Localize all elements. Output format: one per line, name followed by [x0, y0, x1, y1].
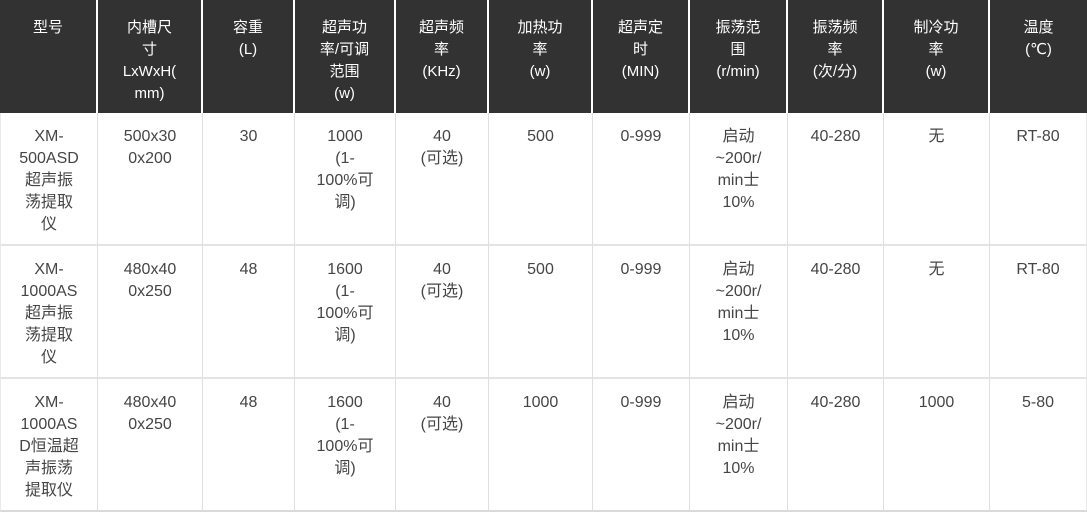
cell-model: XM- 1000AS 超声振 荡提取 仪 — [0, 246, 98, 379]
cell-ultrasonic-timer: 0-999 — [593, 113, 690, 246]
cell-heating-power: 500 — [489, 246, 593, 379]
cell-oscillation-range: 启动 ~200r/ min士 10% — [690, 379, 788, 512]
header-oscillation-range: 振荡范 围 (r/min) — [690, 0, 788, 113]
cell-temperature: RT-80 — [990, 113, 1087, 246]
cell-capacity: 30 — [203, 113, 295, 246]
cell-cooling-power: 无 — [884, 246, 990, 379]
cell-inner-tank-size: 480x40 0x250 — [98, 379, 203, 512]
cell-ultrasonic-timer: 0-999 — [593, 379, 690, 512]
table-body: XM- 500ASD 超声振 荡提取 仪 500x30 0x200 30 100… — [0, 113, 1087, 512]
cell-heating-power: 1000 — [489, 379, 593, 512]
cell-oscillation-range: 启动 ~200r/ min士 10% — [690, 246, 788, 379]
cell-model: XM- 1000AS D恒温超 声振荡 提取仪 — [0, 379, 98, 512]
header-ultrasonic-power: 超声功 率/可调 范围 (w) — [295, 0, 396, 113]
cell-oscillation-frequency: 40-280 — [788, 379, 884, 512]
table-row-xm-1000as: XM- 1000AS 超声振 荡提取 仪 480x40 0x250 48 160… — [0, 246, 1087, 379]
cell-oscillation-frequency: 40-280 — [788, 113, 884, 246]
cell-temperature: RT-80 — [990, 246, 1087, 379]
table-row-xm-500asd: XM- 500ASD 超声振 荡提取 仪 500x30 0x200 30 100… — [0, 113, 1087, 246]
cell-model: XM- 500ASD 超声振 荡提取 仪 — [0, 113, 98, 246]
table-header: 型号 内槽尺 寸 LxWxH( mm) 容重 (L) 超声功 率/可调 范围 (… — [0, 0, 1087, 113]
cell-ultrasonic-frequency: 40 (可选) — [396, 246, 489, 379]
cell-oscillation-range: 启动 ~200r/ min士 10% — [690, 113, 788, 246]
cell-inner-tank-size: 480x40 0x250 — [98, 246, 203, 379]
cell-inner-tank-size: 500x30 0x200 — [98, 113, 203, 246]
cell-ultrasonic-timer: 0-999 — [593, 246, 690, 379]
cell-cooling-power: 无 — [884, 113, 990, 246]
header-cooling-power: 制冷功 率 (w) — [884, 0, 990, 113]
cell-capacity: 48 — [203, 379, 295, 512]
cell-capacity: 48 — [203, 246, 295, 379]
header-model: 型号 — [0, 0, 98, 113]
cell-ultrasonic-frequency: 40 (可选) — [396, 113, 489, 246]
cell-cooling-power: 1000 — [884, 379, 990, 512]
header-heating-power: 加热功 率 (w) — [489, 0, 593, 113]
header-ultrasonic-timer: 超声定 时 (MIN) — [593, 0, 690, 113]
header-temperature: 温度 (℃) — [990, 0, 1087, 113]
cell-ultrasonic-power: 1600 (1- 100%可 调) — [295, 246, 396, 379]
cell-ultrasonic-power: 1600 (1- 100%可 调) — [295, 379, 396, 512]
header-ultrasonic-frequency: 超声频 率 (KHz) — [396, 0, 489, 113]
cell-ultrasonic-power: 1000 (1- 100%可 调) — [295, 113, 396, 246]
cell-ultrasonic-frequency: 40 (可选) — [396, 379, 489, 512]
cell-oscillation-frequency: 40-280 — [788, 246, 884, 379]
header-row: 型号 内槽尺 寸 LxWxH( mm) 容重 (L) 超声功 率/可调 范围 (… — [0, 0, 1087, 113]
cell-heating-power: 500 — [489, 113, 593, 246]
header-capacity: 容重 (L) — [203, 0, 295, 113]
table-row-xm-1000asd: XM- 1000AS D恒温超 声振荡 提取仪 480x40 0x250 48 … — [0, 379, 1087, 512]
header-inner-tank-size: 内槽尺 寸 LxWxH( mm) — [98, 0, 203, 113]
cell-temperature: 5-80 — [990, 379, 1087, 512]
header-oscillation-frequency: 振荡频 率 (次/分) — [788, 0, 884, 113]
